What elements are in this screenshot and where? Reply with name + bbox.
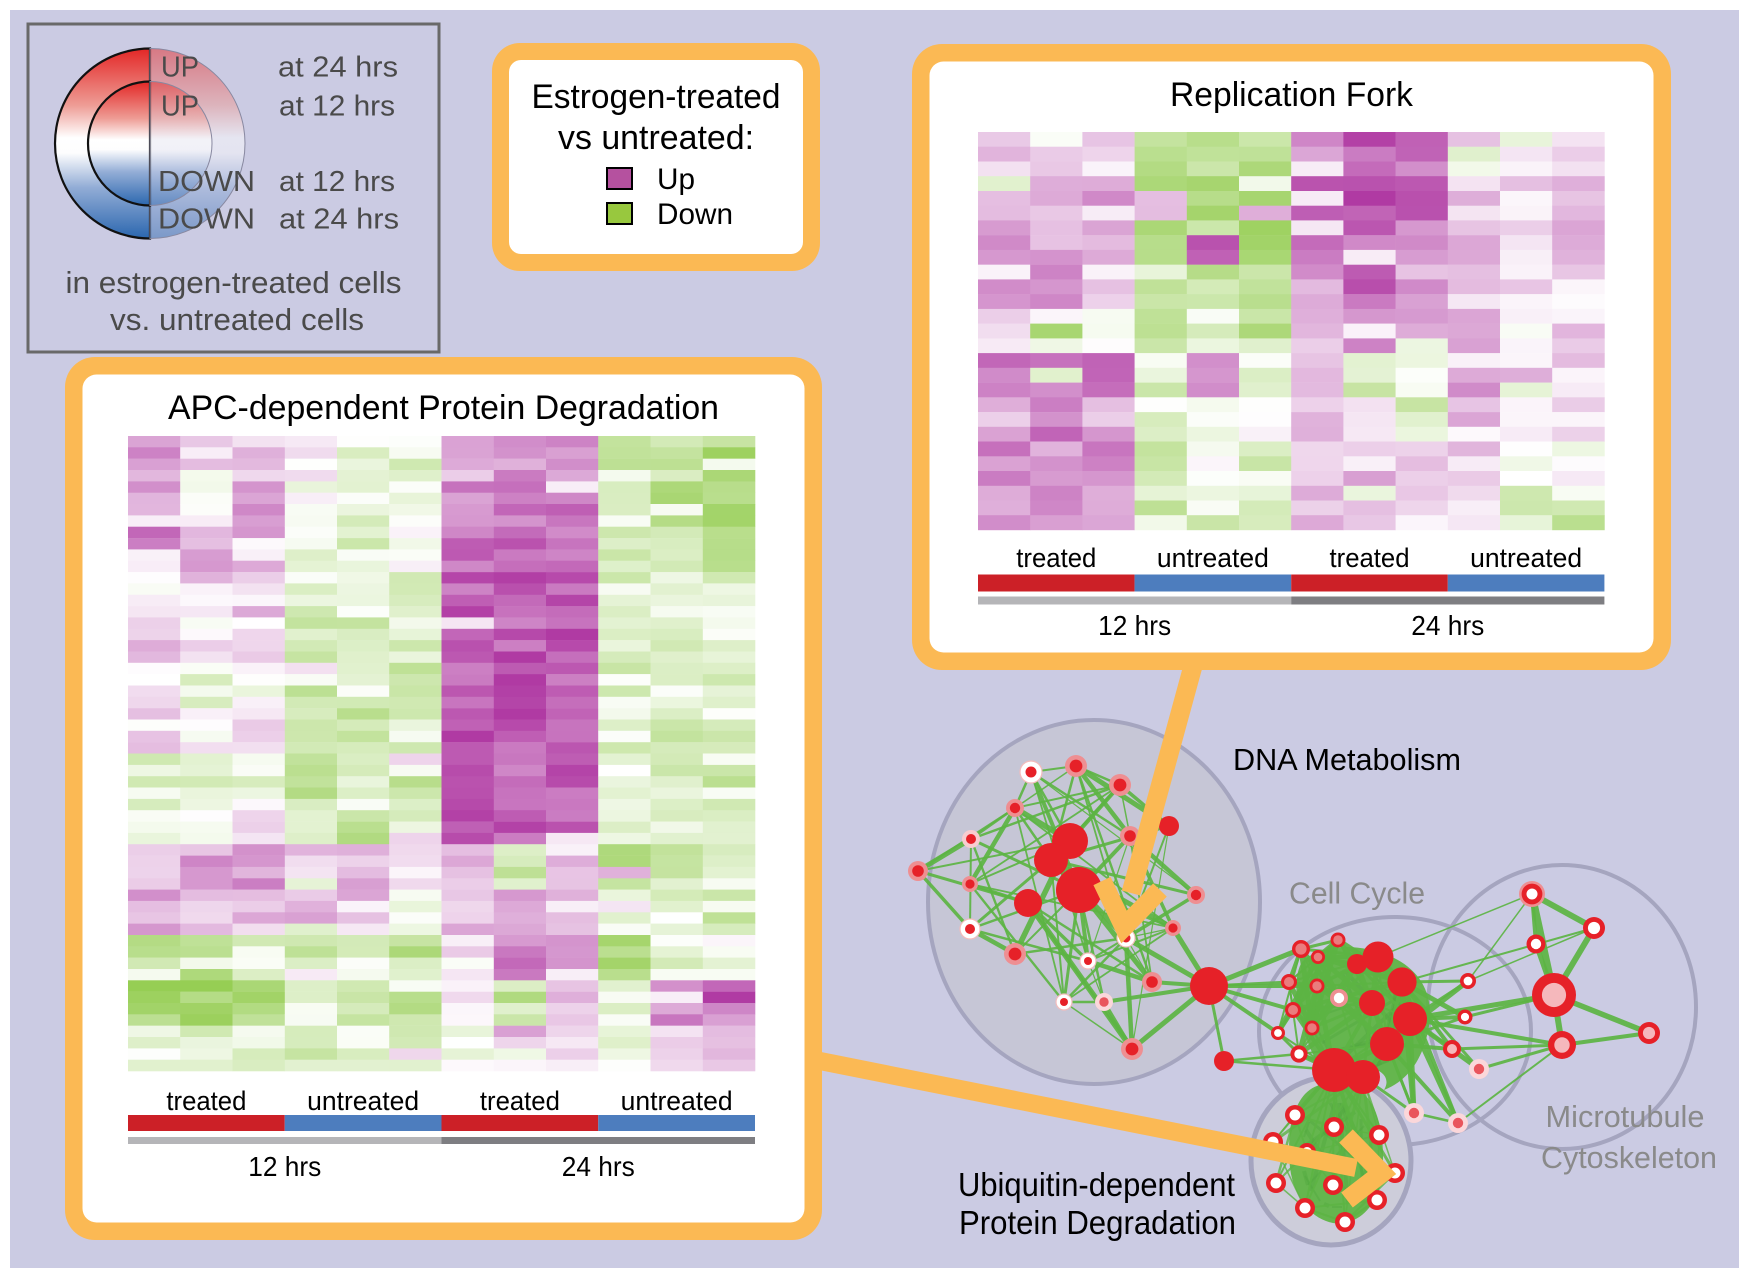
svg-text:12 hrs: 12 hrs (248, 1151, 321, 1182)
svg-text:untreated: untreated (307, 1086, 419, 1116)
svg-text:Up: Up (657, 163, 695, 196)
svg-text:treated: treated (1016, 543, 1096, 573)
svg-text:APC-dependent Protein Degradat: APC-dependent Protein Degradation (168, 389, 719, 427)
svg-text:at 12 hrs: at 12 hrs (279, 91, 395, 123)
svg-text:vs untreated:: vs untreated: (558, 119, 754, 157)
svg-text:Replication Fork: Replication Fork (1170, 76, 1414, 114)
svg-text:Microtubule: Microtubule (1546, 1099, 1705, 1134)
svg-text:Protein Degradation: Protein Degradation (959, 1204, 1236, 1241)
svg-text:treated: treated (480, 1086, 560, 1116)
svg-text:DOWN: DOWN (158, 204, 255, 236)
svg-text:Cell Cycle: Cell Cycle (1289, 876, 1425, 911)
svg-text:12 hrs: 12 hrs (1098, 610, 1171, 641)
svg-text:Cytoskeleton: Cytoskeleton (1541, 1140, 1717, 1175)
svg-text:untreated: untreated (1157, 543, 1269, 573)
svg-text:UP: UP (161, 52, 199, 84)
svg-text:Estrogen-treated: Estrogen-treated (532, 78, 781, 116)
svg-text:at 24 hrs: at 24 hrs (279, 204, 399, 236)
svg-text:DNA Metabolism: DNA Metabolism (1233, 743, 1461, 777)
svg-text:in estrogen-treated cells: in estrogen-treated cells (66, 265, 402, 300)
svg-text:untreated: untreated (1470, 543, 1582, 573)
svg-text:vs. untreated cells: vs. untreated cells (110, 302, 364, 337)
svg-text:untreated: untreated (621, 1086, 733, 1116)
svg-text:at 12 hrs: at 12 hrs (279, 166, 395, 198)
svg-text:treated: treated (1330, 543, 1410, 573)
svg-text:24 hrs: 24 hrs (562, 1151, 635, 1182)
svg-text:DOWN: DOWN (158, 166, 255, 198)
svg-text:Down: Down (657, 198, 733, 231)
svg-text:at 24 hrs: at 24 hrs (278, 52, 398, 84)
svg-text:24 hrs: 24 hrs (1411, 610, 1484, 641)
svg-text:Ubiquitin-dependent: Ubiquitin-dependent (958, 1166, 1235, 1203)
svg-text:UP: UP (161, 91, 199, 123)
svg-text:treated: treated (166, 1086, 246, 1116)
